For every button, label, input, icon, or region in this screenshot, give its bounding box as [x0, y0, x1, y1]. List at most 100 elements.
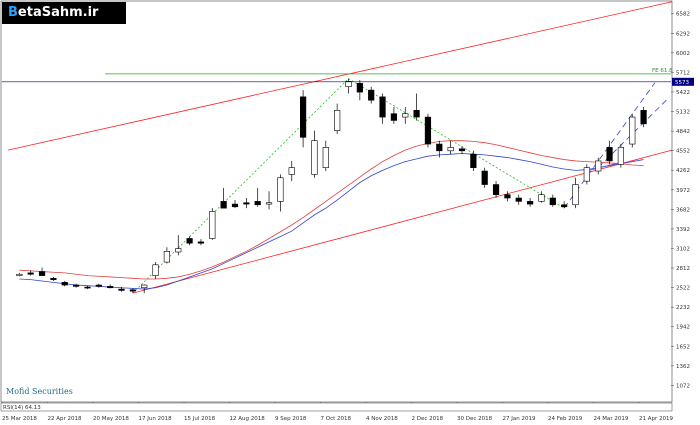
candle-body: [107, 286, 114, 289]
x-tick-label: 15 Jul 2018: [184, 416, 216, 422]
candle-body: [549, 197, 556, 206]
y-tick-label: 6582: [676, 12, 690, 18]
y-tick-label: 2522: [676, 286, 690, 292]
candle-body: [526, 201, 534, 205]
y-tick-label: 5422: [676, 90, 690, 96]
moving-averages: [19, 140, 644, 290]
y-tick-label: 2812: [676, 266, 690, 272]
candle-body: [390, 113, 398, 121]
candle-body: [368, 89, 375, 101]
candle-body: [186, 238, 193, 244]
rsi-panel: [0, 402, 673, 412]
candle-body: [379, 96, 386, 118]
candle-body: [288, 167, 295, 175]
candle-body: [334, 110, 341, 131]
fe-label: FE 61.8: [652, 68, 673, 74]
candle-body: [345, 81, 352, 88]
y-axis: 6582 6292 6002 5712 5422 5132 4842 4552 4262 3972…: [671, 12, 690, 389]
candle-body: [572, 184, 579, 206]
current-price-box: [672, 77, 694, 86]
candle-body: [561, 204, 568, 208]
candle-body: [50, 277, 57, 280]
y-tick-label: 4262: [676, 168, 690, 174]
x-tick-label: 4 Nov 2018: [366, 416, 398, 422]
candle-body: [322, 147, 329, 168]
candle-body: [617, 147, 624, 165]
candle-body: [209, 211, 216, 239]
rsi-label: RSI(14) 64.13: [3, 405, 41, 411]
logo-text: etaSahm.ir: [17, 5, 99, 20]
watermark: Mofid Securities: [6, 387, 73, 396]
candle-body: [95, 284, 102, 287]
candle-body: [129, 289, 136, 292]
candles: [16, 78, 647, 294]
plot-frame: [0, 0, 673, 403]
candle-body: [629, 116, 636, 145]
candle-body: [447, 147, 454, 152]
y-tick-label: 5712: [676, 70, 690, 76]
candle-body: [243, 202, 250, 205]
y-tick-label: 4842: [676, 129, 690, 135]
candle-body: [538, 194, 545, 202]
x-tick-label: 24 Mar 2019: [594, 416, 629, 422]
zigzag-line: [132, 78, 349, 294]
x-tick-label: 25 Mar 2018: [2, 416, 37, 422]
x-axis: 25 Mar 2018 22 Apr 2018 20 May 2018 17 Jun …: [1, 402, 674, 422]
candle-body: [470, 153, 477, 168]
candle-body: [458, 148, 466, 152]
candle-body: [402, 113, 409, 118]
candle-body: [515, 197, 522, 202]
drawing-objects: [7, 1, 673, 294]
candle-body: [163, 251, 171, 263]
candle-body: [492, 184, 500, 195]
x-tick-label: 22 Apr 2018: [48, 416, 83, 422]
x-tick-label: 21 Apr 2019: [639, 416, 674, 422]
x-tick-label: 30 Dec 2018: [457, 416, 493, 422]
y-tick-label: 6002: [676, 51, 690, 57]
trend-line-dashed: [563, 82, 656, 209]
candle-body: [504, 194, 511, 199]
x-tick-label: 12 Aug 2018: [230, 416, 266, 422]
candle-body: [424, 116, 432, 145]
channel-lower-line: [132, 149, 673, 294]
candle-body: [277, 177, 284, 202]
candle-body: [583, 167, 590, 182]
candle-body: [27, 272, 34, 275]
candle-body: [141, 284, 148, 289]
y-tick-label: 3392: [676, 227, 690, 233]
candle-body: [118, 288, 125, 291]
x-tick-label: 17 Jun 2018: [139, 416, 173, 422]
candle-body: [220, 201, 227, 209]
candle-body: [640, 110, 647, 125]
y-tick-label: 3102: [676, 246, 690, 252]
candle-body: [606, 147, 613, 162]
y-tick-label: 1362: [676, 364, 690, 370]
candle-body: [265, 202, 273, 205]
y-tick-label: 2232: [676, 305, 690, 311]
y-tick-label: 3972: [676, 188, 690, 194]
y-tick-label: 5132: [676, 110, 690, 116]
y-tick-label: 1942: [676, 325, 690, 331]
candle-body: [175, 248, 182, 253]
candle-body: [254, 201, 261, 206]
logo-prefix: B: [8, 5, 18, 20]
candle-body: [595, 160, 602, 172]
ma-slow-line: [19, 140, 644, 280]
y-tick-label: 6292: [676, 31, 690, 37]
candle-body: [16, 273, 23, 276]
x-tick-label: 27 Jan 2019: [503, 416, 536, 422]
y-tick-label: 1072: [676, 383, 690, 389]
y-tick-label: 4552: [676, 149, 690, 155]
candle-body: [84, 286, 91, 289]
candle-body: [311, 140, 318, 175]
candle-body: [299, 96, 307, 138]
logo: BetaSahm.ir: [2, 2, 126, 24]
ma-fast-line: [19, 153, 644, 290]
candle-body: [61, 282, 68, 286]
candle-body: [356, 83, 363, 93]
candle-body: [481, 170, 488, 185]
candle-body: [436, 143, 443, 152]
x-tick-label: 2 Dec 2018: [412, 416, 444, 422]
